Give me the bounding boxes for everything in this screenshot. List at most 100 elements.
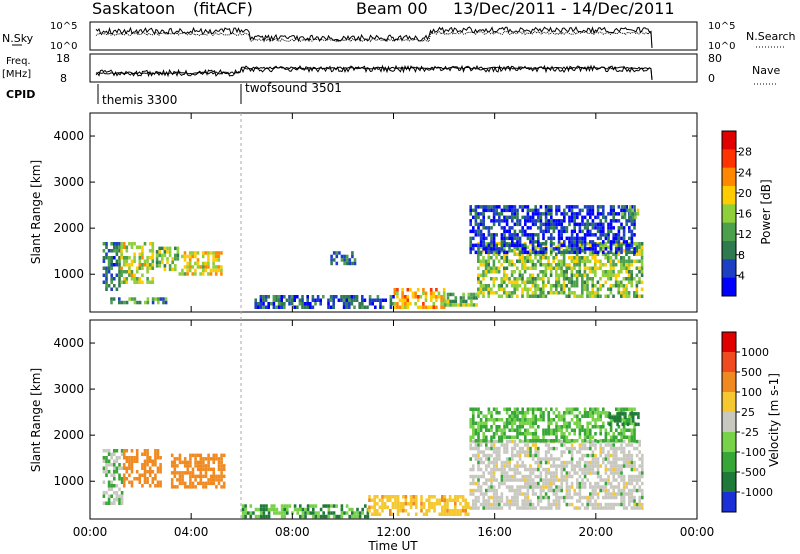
heatmap-cell — [547, 226, 550, 230]
heatmap-cell — [524, 215, 527, 220]
heatmap-cell — [505, 418, 509, 422]
heatmap-cell — [505, 471, 509, 475]
heatmap-cell — [490, 411, 493, 415]
heatmap-cell — [508, 236, 511, 241]
heatmap-cell — [596, 208, 600, 213]
heatmap-cell — [586, 219, 589, 223]
heatmap-cell — [521, 492, 524, 496]
heatmap-cell — [383, 505, 387, 509]
heatmap-cell — [244, 504, 247, 508]
heatmap-cell — [534, 474, 537, 479]
heatmap-cell — [482, 291, 485, 295]
heatmap-cell — [531, 421, 535, 425]
heatmap-cell — [508, 418, 511, 422]
heatmap-cell — [555, 277, 558, 281]
heatmap-cell — [301, 514, 305, 519]
heatmap-cell — [627, 280, 631, 284]
xtick-label: 12:00 — [376, 525, 411, 539]
heatmap-cell — [578, 464, 582, 468]
heatmap-cell — [573, 291, 576, 295]
heatmap-cell — [531, 418, 535, 422]
heatmap-cell — [599, 233, 602, 237]
heatmap-cell — [539, 229, 543, 234]
heatmap-cell — [628, 208, 632, 213]
heatmap-cell — [176, 257, 180, 261]
heatmap-cell — [329, 305, 333, 309]
heatmap-cell — [280, 507, 284, 512]
heatmap-cell — [599, 287, 602, 291]
heatmap-cell — [622, 242, 626, 246]
heatmap-cell — [635, 287, 639, 291]
colorbar-swatch — [722, 149, 736, 169]
heatmap-cell — [576, 450, 579, 454]
heatmap-cell — [272, 302, 276, 306]
heatmap-cell — [183, 272, 187, 276]
heatmap-cell — [640, 259, 644, 263]
heatmap-cell — [537, 418, 540, 422]
heatmap-cell — [516, 233, 519, 237]
heatmap-cell — [183, 457, 187, 461]
heatmap-cell — [485, 435, 488, 439]
heatmap-cell — [306, 298, 309, 302]
heatmap-cell — [560, 495, 563, 500]
heatmap-cell — [557, 273, 561, 277]
heatmap-cell — [401, 302, 404, 306]
heatmap-cell — [547, 208, 550, 213]
heatmap-cell — [529, 471, 532, 475]
heatmap-cell — [498, 502, 501, 507]
heatmap-cell — [451, 292, 455, 297]
heatmap-cell — [628, 215, 631, 220]
heatmap-cell — [319, 514, 323, 519]
heatmap-cell — [283, 295, 286, 299]
heatmap-cell — [508, 291, 511, 295]
heatmap-cell — [586, 273, 589, 277]
heatmap-cell — [633, 502, 636, 507]
heatmap-cell — [534, 450, 537, 454]
heatmap-cell — [542, 439, 545, 443]
heatmap-cell — [128, 456, 131, 460]
heatmap-cell — [628, 492, 631, 496]
heatmap-cell — [552, 411, 556, 415]
heatmap-cell — [348, 258, 352, 262]
heatmap-cell — [565, 474, 569, 479]
heatmap-cell — [640, 266, 644, 270]
heatmap-cell — [612, 488, 615, 493]
heatmap-cell — [416, 295, 420, 299]
heatmap-cell — [636, 208, 640, 213]
heatmap-cell — [130, 263, 134, 267]
heatmap-cell — [513, 488, 517, 493]
heatmap-cell — [461, 498, 465, 502]
heatmap-cell — [560, 236, 563, 241]
heatmap-cell — [459, 509, 462, 513]
heatmap-cell — [361, 507, 364, 512]
heatmap-cell — [576, 460, 579, 465]
heatmap-cell — [526, 245, 529, 249]
heatmap-cell — [620, 259, 623, 263]
heatmap-cell — [379, 298, 382, 302]
heatmap-cell — [181, 254, 184, 259]
heatmap-cell — [542, 294, 545, 298]
heatmap-cell — [181, 481, 184, 486]
heatmap-cell — [490, 247, 493, 251]
xtick-label: 04:00 — [174, 525, 209, 539]
heatmap-cell — [622, 481, 626, 486]
heatmap-cell — [628, 495, 631, 500]
heatmap-cell — [264, 295, 268, 299]
heatmap-cell — [513, 263, 516, 267]
heatmap-cell — [472, 411, 475, 415]
heatmap-cell — [215, 478, 218, 482]
heatmap-cell — [370, 505, 374, 509]
heatmap-cell — [144, 300, 147, 305]
heatmap-cell — [573, 506, 576, 510]
heatmap-cell — [212, 471, 216, 475]
heatmap-cell — [578, 273, 581, 277]
heatmap-cell — [635, 245, 639, 249]
heatmap-cell — [539, 277, 542, 281]
heatmap-cell — [523, 287, 527, 291]
heatmap-cell — [534, 266, 537, 270]
heatmap-cell — [594, 453, 597, 458]
heatmap-cell — [433, 505, 436, 509]
heatmap-cell — [146, 280, 149, 284]
heatmap-cell — [565, 250, 569, 255]
